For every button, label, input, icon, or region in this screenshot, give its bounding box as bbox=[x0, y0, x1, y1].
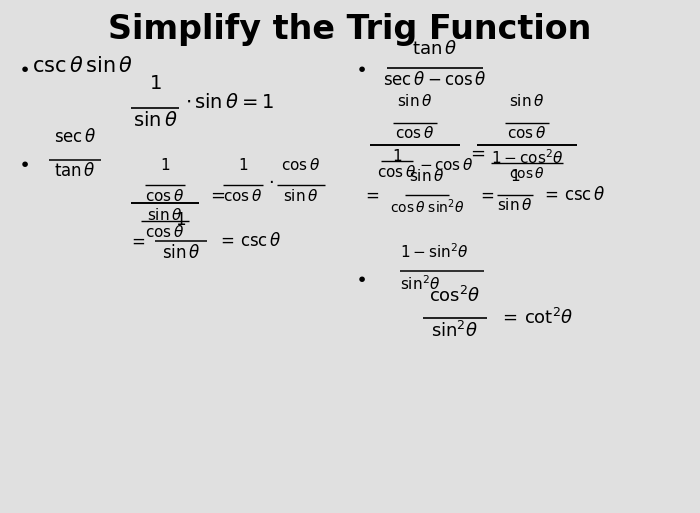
Text: $=$: $=$ bbox=[477, 186, 494, 204]
Text: $=\,\mathrm{cot}^2\theta$: $=\,\mathrm{cot}^2\theta$ bbox=[499, 308, 573, 328]
Text: $\mathrm{cos}\,\theta$: $\mathrm{cos}\,\theta$ bbox=[146, 188, 185, 204]
Text: $\mathrm{sin}^2\theta$: $\mathrm{sin}^2\theta$ bbox=[431, 321, 479, 341]
Text: $\mathrm{cos}\,\theta\;\mathrm{sin}^2\theta$: $\mathrm{cos}\,\theta\;\mathrm{sin}^2\th… bbox=[390, 197, 464, 215]
Text: $1-\mathrm{sin}^2\theta$: $1-\mathrm{sin}^2\theta$ bbox=[400, 242, 469, 261]
Text: $\mathrm{sin}\,\theta$: $\mathrm{sin}\,\theta$ bbox=[133, 111, 177, 130]
Text: $\mathrm{tan}\,\theta$: $\mathrm{tan}\,\theta$ bbox=[412, 40, 458, 58]
Text: $\mathrm{csc}\,\theta\,\mathrm{sin}\,\theta$: $\mathrm{csc}\,\theta\,\mathrm{sin}\,\th… bbox=[32, 56, 133, 76]
Text: $1-\mathrm{cos}^2\theta$: $1-\mathrm{cos}^2\theta$ bbox=[491, 148, 564, 167]
Text: $\mathrm{sin}\,\theta$: $\mathrm{sin}\,\theta$ bbox=[147, 207, 183, 223]
Text: $=$: $=$ bbox=[467, 144, 486, 162]
Text: $=$: $=$ bbox=[362, 186, 379, 204]
Text: $=\,\mathrm{csc}\,\theta$: $=\,\mathrm{csc}\,\theta$ bbox=[541, 186, 606, 204]
Text: $\bullet$: $\bullet$ bbox=[355, 58, 366, 77]
Text: $\mathrm{cos}\,\theta$: $\mathrm{cos}\,\theta$ bbox=[395, 125, 435, 141]
Text: $\mathrm{cos}^2\theta$: $\mathrm{cos}^2\theta$ bbox=[429, 286, 481, 306]
Text: $\mathrm{tan}\,\theta$: $\mathrm{tan}\,\theta$ bbox=[54, 162, 96, 180]
Text: $1$: $1$ bbox=[176, 211, 187, 229]
Text: $1$: $1$ bbox=[392, 148, 402, 164]
Text: $\mathrm{cos}\,\theta$: $\mathrm{cos}\,\theta$ bbox=[146, 224, 185, 240]
Text: $1$: $1$ bbox=[160, 157, 170, 173]
Text: $\mathrm{cos}\,\theta$: $\mathrm{cos}\,\theta$ bbox=[223, 188, 262, 204]
Text: $\mathrm{sin}\,\theta$: $\mathrm{sin}\,\theta$ bbox=[410, 168, 444, 184]
Text: $\bullet$: $\bullet$ bbox=[18, 153, 29, 172]
Text: $\bullet$: $\bullet$ bbox=[18, 58, 29, 77]
Text: Simplify the Trig Function: Simplify the Trig Function bbox=[108, 13, 592, 46]
Text: $\mathrm{sin}\,\theta$: $\mathrm{sin}\,\theta$ bbox=[162, 244, 200, 262]
Text: $1$: $1$ bbox=[510, 168, 520, 184]
Text: $\mathrm{sin}\,\theta$: $\mathrm{sin}\,\theta$ bbox=[497, 197, 533, 213]
Text: $\mathrm{cos}\,\theta$: $\mathrm{cos}\,\theta$ bbox=[281, 157, 321, 173]
Text: $-\,\mathrm{cos}\,\theta$: $-\,\mathrm{cos}\,\theta$ bbox=[419, 157, 473, 173]
Text: $=$: $=$ bbox=[207, 186, 225, 204]
Text: $\mathrm{sec}\,\theta - \mathrm{cos}\,\theta$: $\mathrm{sec}\,\theta - \mathrm{cos}\,\t… bbox=[383, 71, 487, 89]
Text: $\cdot$: $\cdot$ bbox=[268, 172, 274, 190]
Text: $\mathrm{cos}\,\theta$: $\mathrm{cos}\,\theta$ bbox=[509, 166, 545, 181]
Text: $=\,\mathrm{csc}\,\theta$: $=\,\mathrm{csc}\,\theta$ bbox=[217, 232, 281, 250]
Text: $\bullet$: $\bullet$ bbox=[355, 268, 366, 287]
Text: $\mathrm{sin}\,\theta$: $\mathrm{sin}\,\theta$ bbox=[284, 188, 318, 204]
Text: $1$: $1$ bbox=[238, 157, 248, 173]
Text: $\mathrm{cos}\,\theta$: $\mathrm{cos}\,\theta$ bbox=[377, 164, 416, 180]
Text: $\mathrm{cos}\,\theta$: $\mathrm{cos}\,\theta$ bbox=[508, 125, 547, 141]
Text: $\mathrm{sin}\,\theta$: $\mathrm{sin}\,\theta$ bbox=[510, 93, 545, 109]
Text: $\mathrm{sin}^2\theta$: $\mathrm{sin}^2\theta$ bbox=[400, 274, 440, 293]
Text: $\mathrm{sin}\,\theta$: $\mathrm{sin}\,\theta$ bbox=[398, 93, 433, 109]
Text: $\mathrm{sec}\,\theta$: $\mathrm{sec}\,\theta$ bbox=[54, 128, 97, 146]
Text: $\cdot\,\mathrm{sin}\,\theta = 1$: $\cdot\,\mathrm{sin}\,\theta = 1$ bbox=[185, 92, 274, 111]
Text: $=$: $=$ bbox=[127, 232, 145, 250]
Text: $1$: $1$ bbox=[148, 74, 161, 93]
